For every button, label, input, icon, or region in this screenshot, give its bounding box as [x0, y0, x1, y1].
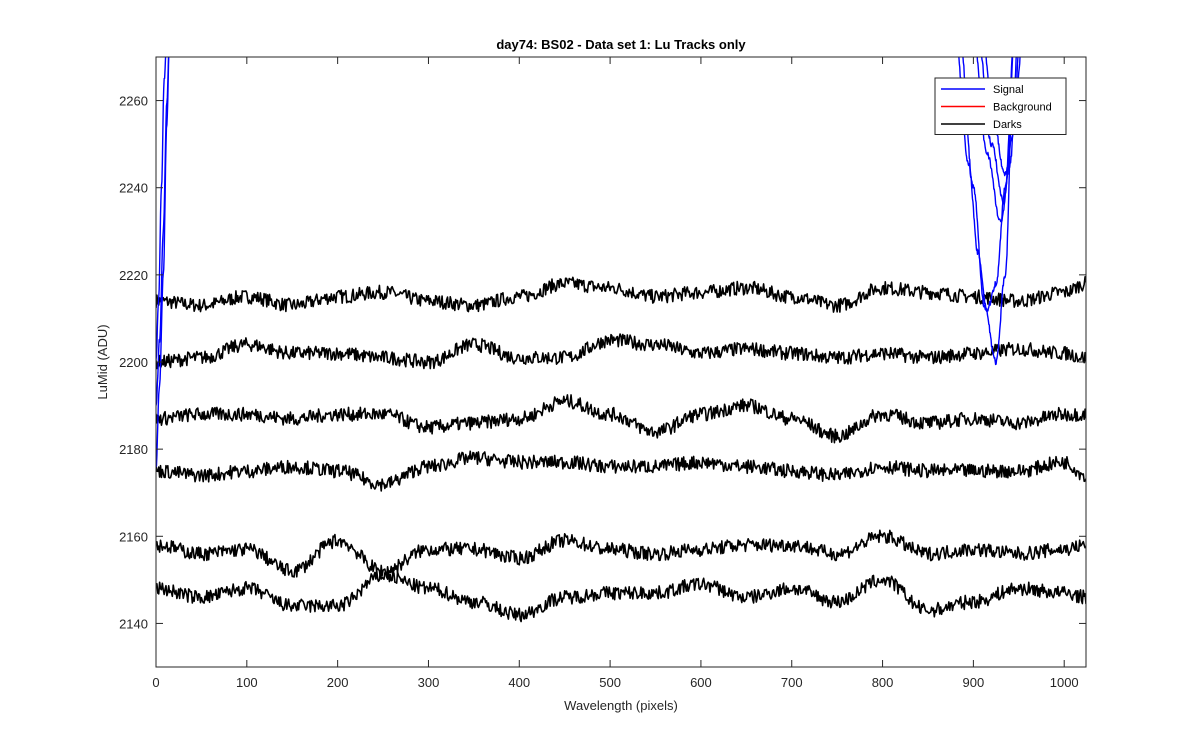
signal-series-line-11 [962, 57, 1014, 366]
darks-series-line-6 [156, 569, 1086, 623]
x-tick-label: 200 [327, 675, 349, 690]
darks-series-line-5 [156, 529, 1086, 578]
legend: Signal Background Darks [934, 77, 1067, 135]
darks-series-line-1 [156, 276, 1086, 313]
darks-series-line-3 [156, 394, 1086, 444]
darks-series-line-4 [156, 450, 1086, 492]
chart-title: day74: BS02 - Data set 1: Lu Tracks only [496, 37, 746, 52]
legend-label-darks: Darks [993, 119, 1022, 131]
x-tick-label: 400 [508, 675, 530, 690]
plot-area [156, 57, 1086, 667]
legend-label-background: Background [993, 102, 1052, 114]
x-tick-label: 1000 [1050, 675, 1079, 690]
darks-series-line-2 [156, 333, 1086, 370]
x-tick-label: 0 [152, 675, 159, 690]
x-tick-label: 100 [236, 675, 258, 690]
y-tick-label: 2220 [119, 268, 148, 283]
y-tick-label: 2180 [119, 442, 148, 457]
x-tick-label: 700 [781, 675, 803, 690]
signal-series-line-8 [156, 57, 170, 406]
y-axis-label: LuMid (ADU) [95, 324, 110, 399]
legend-label-signal: Signal [993, 84, 1024, 96]
x-axis-label: Wavelength (pixels) [564, 698, 678, 713]
x-tick-label: 600 [690, 675, 712, 690]
x-tick-label: 800 [872, 675, 894, 690]
signal-series-line-7 [156, 57, 170, 468]
x-tick-label: 300 [418, 675, 440, 690]
y-tick-label: 2140 [119, 616, 148, 631]
signal-series-line-9 [156, 57, 167, 361]
x-tick-label: 900 [963, 675, 985, 690]
y-tick-label: 2260 [119, 94, 148, 109]
y-tick-label: 2240 [119, 181, 148, 196]
signal-series-line-10 [958, 57, 1013, 313]
y-tick-label: 2160 [119, 529, 148, 544]
x-tick-label: 500 [599, 675, 621, 690]
y-tick-label: 2200 [119, 355, 148, 370]
